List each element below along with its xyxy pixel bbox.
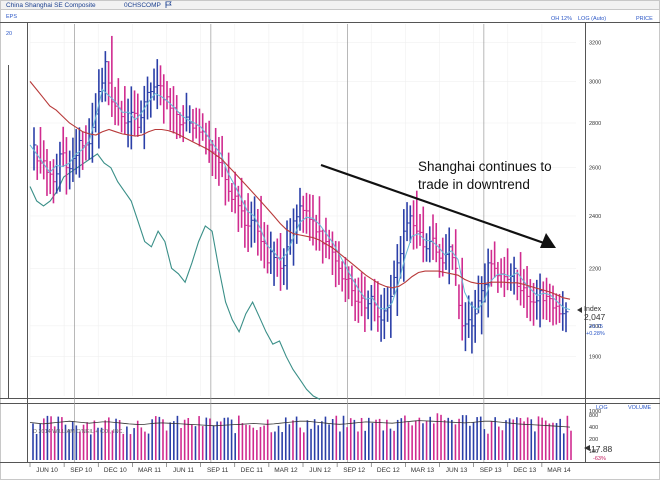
index-value: 2,047 xyxy=(584,312,606,322)
flag-icon[interactable] xyxy=(165,1,172,9)
rs-line-group xyxy=(29,153,321,400)
oh-value: 12% xyxy=(561,16,572,22)
price-tick-label: 2200 xyxy=(589,266,601,272)
volume-ma-line xyxy=(29,420,571,428)
index-label: Index xyxy=(584,306,602,313)
chart-header: China Shanghai SE Composite 0CHSCOMP EPS… xyxy=(6,1,653,37)
index-change: +5.75 xyxy=(589,324,603,330)
date-tick-label: MAR 13 xyxy=(411,467,435,474)
volume-value: 17.88 xyxy=(591,444,613,454)
date-tick-label: SEP 10 xyxy=(70,467,92,474)
volume-title: VOLUME xyxy=(628,405,652,411)
volume-tick-label: 400 xyxy=(589,425,598,431)
candles xyxy=(33,35,569,354)
price-tick-label: 2800 xyxy=(589,121,601,127)
downtrend-arrow xyxy=(320,163,545,245)
price-tick-label: 2600 xyxy=(589,166,601,172)
volume-marker-icon xyxy=(584,445,590,451)
volume-scale-label: LOG xyxy=(596,405,608,411)
scale-mode-label[interactable]: LOG (Auto) xyxy=(578,16,606,22)
date-tick-label: DEC 10 xyxy=(104,467,127,474)
moving-averages xyxy=(29,81,571,311)
oh-label: OH xyxy=(551,16,559,22)
index-change-pct: +0.28% xyxy=(586,331,605,337)
price-tick-label: 3200 xyxy=(589,41,601,47)
price-tick-label: 1900 xyxy=(589,355,601,361)
date-axis: JUN 10 SEP 10 DEC 10 MAR 11 JUN 11 SEP 11 DEC … xyxy=(29,463,571,474)
arrow-head-icon xyxy=(540,233,556,248)
date-tick-label: DEC 13 xyxy=(513,467,536,474)
annotation-text-line1: Shanghai continues to xyxy=(418,159,552,174)
eps-label: EPS xyxy=(6,14,17,20)
volume-tick-label: 200 xyxy=(589,437,598,443)
ema-short-line xyxy=(29,88,571,311)
date-tick-label: SEP 12 xyxy=(343,467,365,474)
price-tick-label: 3000 xyxy=(589,79,601,85)
date-tick-label: MAR 11 xyxy=(138,467,161,474)
volume-tick-label: 800 xyxy=(589,413,598,419)
rs-line xyxy=(29,153,321,400)
date-tick-label: MAR 12 xyxy=(274,467,298,474)
volume-tick-label: 1000 xyxy=(589,409,601,415)
price-axis-label: PRICE xyxy=(636,16,653,22)
symbol-label: 0CHSCOMP xyxy=(124,2,161,9)
date-tick-label: JUN 10 xyxy=(36,467,58,474)
date-tick-label: DEC 11 xyxy=(241,467,264,474)
date-tick-label: SEP 13 xyxy=(480,467,502,474)
date-tick-label: JUN 11 xyxy=(173,467,195,474)
index-readout: Index 2,047 +5.75 +0.28% xyxy=(577,306,606,337)
copyright-text: D 2014 WILLIAM O'NEIL + CO., INC. xyxy=(33,429,124,435)
ma-long-line xyxy=(29,81,571,300)
downtrend-annotation: Shanghai continues to trade in downtrend xyxy=(320,159,556,248)
price-axis: 1900 2000 2200 2400 2600 2800 3000 3200 xyxy=(589,41,601,361)
annotation-text-line2: trade in downtrend xyxy=(418,177,530,192)
date-tick-label: JUN 13 xyxy=(446,467,468,474)
price-tick-label: 2000 xyxy=(589,324,601,330)
volume-change-pct: -63% xyxy=(593,456,606,462)
index-marker-icon xyxy=(577,307,582,313)
price-tick-label: 2400 xyxy=(589,214,601,220)
volume-tick-label: 100 xyxy=(589,449,598,455)
chart-title: China Shanghai SE Composite xyxy=(6,2,96,9)
date-tick-label: JUN 12 xyxy=(309,467,331,474)
date-tick-label: MAR 14 xyxy=(547,467,571,474)
date-tick-label: DEC 12 xyxy=(377,467,400,474)
eps-value: 20 xyxy=(6,31,12,37)
date-tick-label: SEP 11 xyxy=(207,467,229,474)
